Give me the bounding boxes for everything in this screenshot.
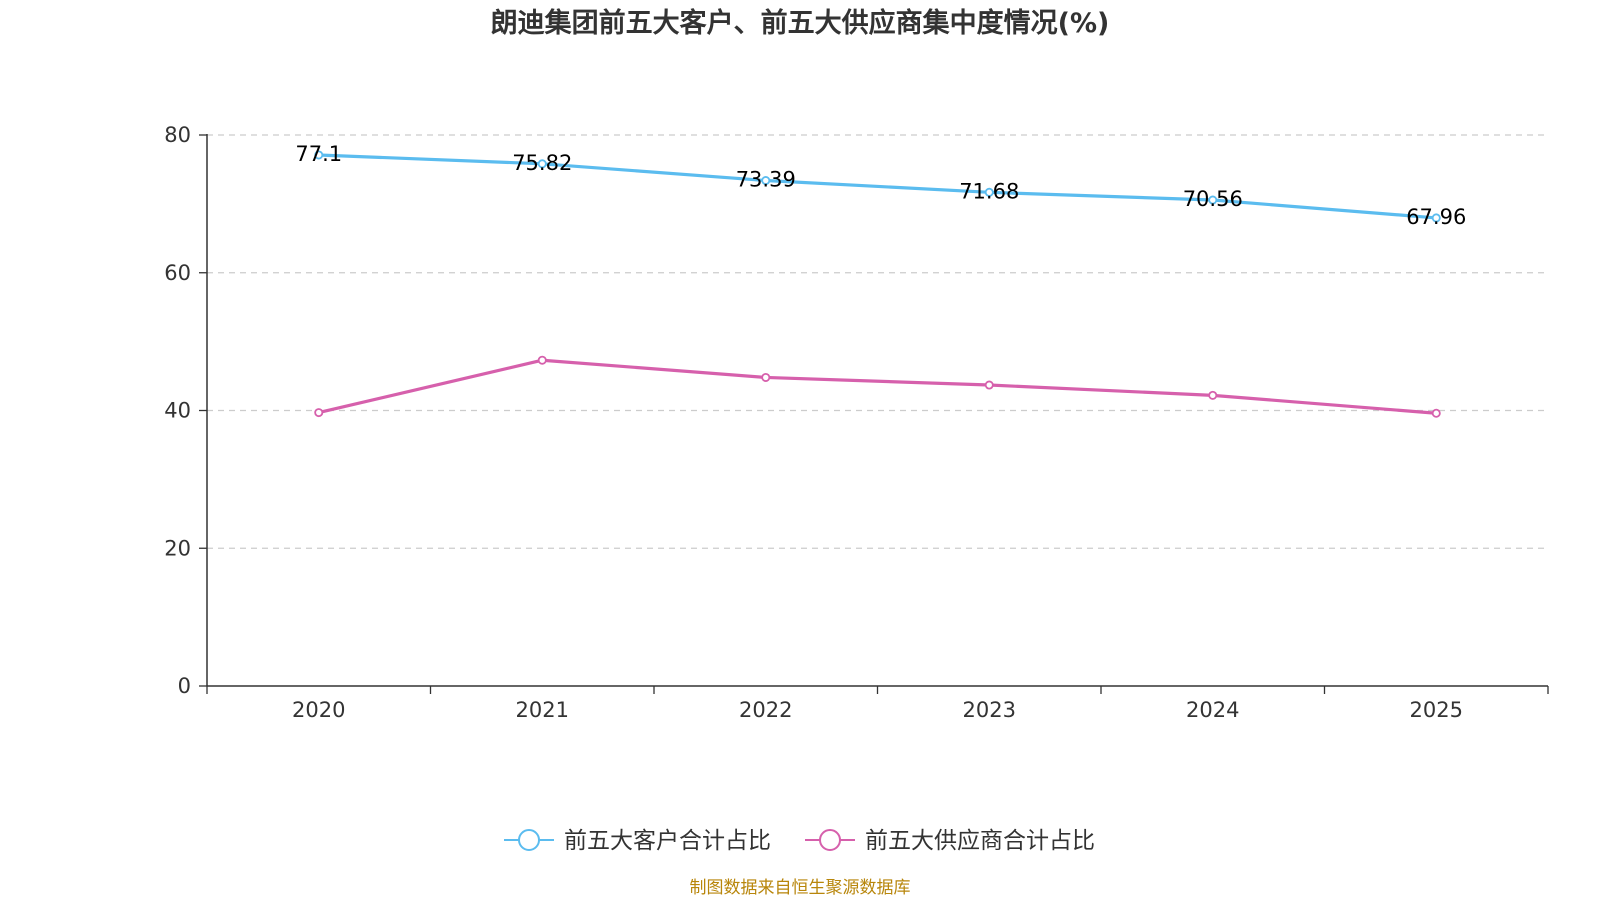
data-point[interactable] (537, 355, 547, 365)
data-point[interactable] (761, 176, 771, 186)
legend[interactable]: 前五大客户合计占比 前五大供应商合计占比 (504, 828, 1095, 854)
series-line-0 (318, 153, 1437, 220)
y-tick-label: 20 (164, 536, 191, 560)
data-point[interactable] (1208, 390, 1218, 400)
x-axis: 2020 2021 2022 2023 2024 2025 (206, 685, 1549, 722)
source-note: 制图数据来自恒生聚源数据库 (690, 878, 911, 898)
data-label: 75.82 (512, 151, 572, 175)
data-label: 67.96 (1406, 205, 1466, 229)
data-point[interactable] (984, 380, 994, 390)
x-tick-label: 2025 (1410, 698, 1463, 722)
chart-title: 朗迪集团前五大客户、前五大供应商集中度情况(%) (491, 7, 1110, 39)
data-labels: 77.1 75.82 73.39 71.68 70.56 67.96 (295, 142, 1466, 229)
grid-lines (207, 134, 1548, 549)
data-point[interactable] (1431, 213, 1441, 223)
data-label: 77.1 (295, 142, 342, 166)
legend-label-customers: 前五大客户合计占比 (564, 828, 771, 854)
legend-item-customers[interactable]: 前五大客户合计占比 (504, 828, 771, 854)
data-label: 70.56 (1183, 187, 1243, 211)
data-point[interactable] (984, 187, 994, 197)
y-axis: 0 20 40 60 80 (164, 123, 208, 698)
data-point[interactable] (537, 159, 547, 169)
y-tick-label: 40 (164, 399, 191, 423)
legend-marker-customers (518, 829, 540, 851)
plot-area (314, 150, 1441, 418)
legend-item-suppliers[interactable]: 前五大供应商合计占比 (805, 828, 1095, 854)
x-tick-label: 2024 (1186, 698, 1239, 722)
data-point[interactable] (761, 372, 771, 382)
legend-marker-suppliers (819, 829, 841, 851)
data-point[interactable] (314, 150, 324, 160)
y-tick-label: 80 (164, 123, 191, 147)
y-tick-label: 0 (178, 674, 191, 698)
data-label: 71.68 (959, 179, 1019, 203)
x-tick-label: 2022 (739, 698, 792, 722)
data-point[interactable] (1431, 408, 1441, 418)
data-label: 73.39 (736, 168, 796, 192)
legend-label-suppliers: 前五大供应商合计占比 (865, 828, 1095, 854)
series-line-1 (318, 358, 1437, 415)
data-point[interactable] (1208, 195, 1218, 205)
x-tick-label: 2023 (963, 698, 1016, 722)
data-point[interactable] (314, 408, 324, 418)
x-tick-label: 2020 (292, 698, 345, 722)
x-tick-label: 2021 (516, 698, 569, 722)
y-tick-label: 60 (164, 261, 191, 285)
